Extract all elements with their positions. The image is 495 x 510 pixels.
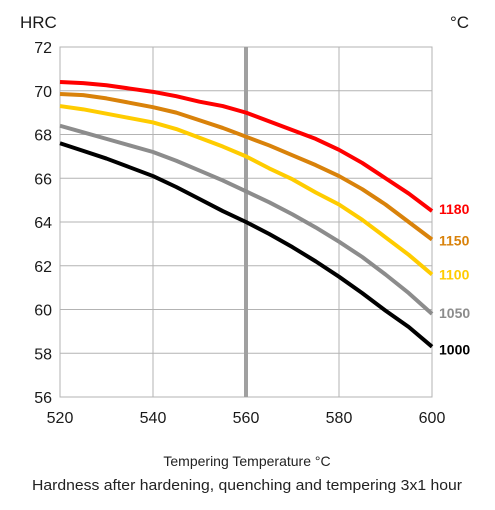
series-line-1100 (59, 104, 434, 277)
x-tick-labels: 520 540 560 580 600 (47, 410, 446, 427)
y-tick-66: 66 (34, 171, 52, 188)
y-tick-labels: 56 58 60 62 64 66 68 70 72 (34, 40, 52, 407)
chart-caption: Hardness after hardening, quenching and … (32, 477, 462, 494)
series-label-1150: 1150 (439, 233, 470, 249)
series-label-1100: 1100 (439, 267, 470, 283)
series-label-1050: 1050 (439, 305, 470, 321)
y-tick-72: 72 (34, 40, 52, 57)
x-tick-520: 520 (47, 410, 74, 427)
x-tick-540: 540 (140, 410, 167, 427)
y-tick-68: 68 (34, 128, 52, 145)
series-line-1150 (59, 92, 434, 242)
y-tick-58: 58 (34, 346, 52, 363)
series-label-1000: 1000 (439, 342, 470, 358)
series-label-1180: 1180 (439, 201, 470, 217)
y-tick-64: 64 (34, 215, 52, 232)
series-line-1180 (59, 80, 434, 213)
y-tick-62: 62 (34, 259, 52, 276)
y-tick-70: 70 (34, 84, 52, 101)
series-lines (59, 80, 434, 349)
x-axis-label: Tempering Temperature °C (163, 453, 330, 469)
series-line-1000 (59, 141, 434, 349)
x-tick-560: 560 (233, 410, 260, 427)
series-line-1050 (59, 123, 434, 316)
x-unit-label: °C (450, 13, 469, 32)
y-tick-60: 60 (34, 303, 52, 320)
series-labels: 1180 1150 1100 1050 1000 (439, 201, 470, 358)
x-tick-600: 600 (419, 410, 446, 427)
y-unit-label: HRC (20, 13, 57, 32)
x-tick-580: 580 (326, 410, 353, 427)
y-tick-56: 56 (34, 390, 52, 407)
